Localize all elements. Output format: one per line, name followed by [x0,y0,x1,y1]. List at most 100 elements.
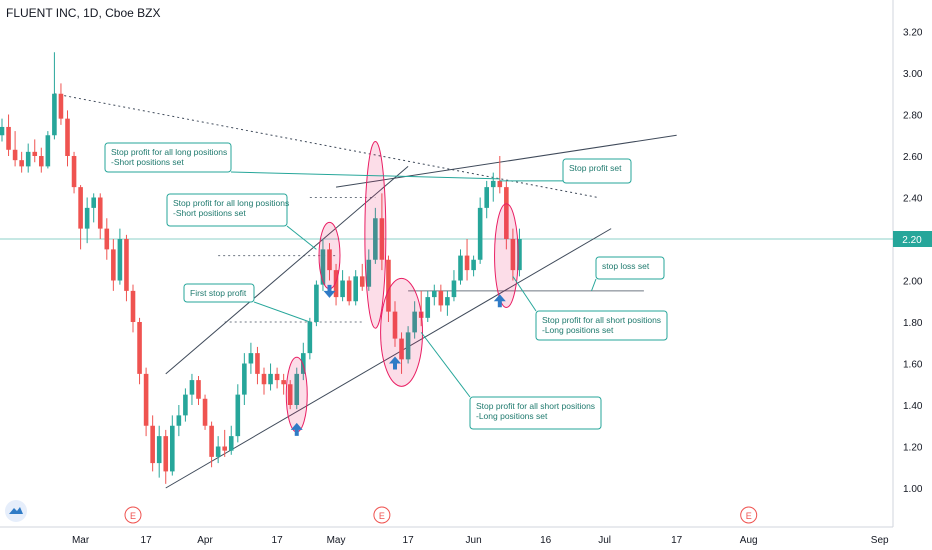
candle-body [497,180,503,188]
x-tick-label: Jul [598,535,611,546]
candle-body [346,280,352,302]
candle-body [25,151,31,167]
callout-box [104,142,232,173]
candle-body [45,135,51,167]
candle-body [58,93,64,119]
candle-body [477,207,483,260]
candle-body [386,259,391,312]
x-tick-label: 17 [141,535,153,546]
callout-text: -Long positions set [476,411,548,421]
candle-body [432,290,437,298]
arrow-down-icon [323,284,336,298]
x-tick-label: 16 [540,535,552,546]
candle-body [91,197,96,208]
trend-line [54,93,599,198]
x-tick-label: May [327,535,346,546]
candle-body [189,380,195,395]
candle-body [484,187,489,208]
candle-body [6,126,11,150]
callout-connector [591,278,597,292]
x-tick-label: Apr [197,535,213,546]
candle-body [202,398,208,426]
arrow-up-icon [290,422,303,436]
candle-body [379,218,385,260]
highlight-ellipse [285,356,308,433]
candle-body [143,373,149,426]
callout-connector [253,301,311,323]
candle-body [359,276,365,287]
callout-text: First stop profit [190,288,247,298]
candle-body [39,156,44,167]
candle-body [170,425,175,472]
highlight-ellipse [364,140,387,329]
callout-box [595,256,665,280]
candle-body [196,380,201,399]
candle-body [19,160,24,167]
candle-body [294,373,300,405]
trend-line [335,134,677,188]
y-tick-label: 1.20 [903,443,923,454]
trend-line [165,228,612,489]
candle-body [78,187,83,229]
candle-body [242,363,247,395]
highlight-ellipse [318,221,341,290]
candle-body [307,322,313,354]
candle-body [373,218,378,260]
candle-body [399,338,404,360]
trend-line [165,165,409,375]
callout-text: Stop profit for all long positions [111,147,227,157]
candle-body [301,353,306,374]
candle-body [111,249,116,281]
callout-box [535,310,668,341]
candle-body [438,290,444,306]
x-tick-label: Mar [72,535,90,546]
arrow-up-icon [389,356,401,370]
callout-box [183,283,255,303]
x-tick-label: 17 [272,535,284,546]
candle-body [12,149,18,161]
y-tick-label: 3.20 [903,28,923,39]
callout-connector [286,225,317,250]
candle-body [222,446,227,451]
candle-body [71,156,77,188]
candle-body [320,249,326,285]
candle-body [458,255,463,281]
candle-body [504,187,509,239]
callout-box [166,193,288,227]
candle-body [228,436,234,451]
earnings-marker-label: E [746,511,752,521]
candle-body [117,239,123,281]
highlight-ellipse [494,203,519,308]
y-tick-label: 2.60 [903,152,923,163]
y-tick-label: 2.80 [903,111,923,122]
callout-text: Stop profit for all short positions [542,315,661,325]
candle-body [97,197,103,229]
candle-body [124,239,129,291]
candle-body [366,259,372,287]
candle-body [268,373,273,385]
tradingview-logo-icon[interactable] [5,500,27,522]
candle-body [156,436,162,464]
candle-body [327,249,332,271]
candle-body [104,228,110,250]
candle-body [333,270,339,298]
callout-box [469,396,602,430]
candle-body [32,151,38,156]
callout-connector [230,171,500,180]
candle-body [183,394,188,416]
callout-text: stop loss set [602,261,650,271]
current-price-label: 2.20 [902,235,922,246]
candle-body [235,394,241,437]
candle-body [405,332,411,360]
candle-body [209,425,214,457]
candle-body [274,373,280,381]
candle-body [261,373,267,385]
callout-text: Stop profit set [569,163,622,173]
earnings-marker-label: E [130,511,136,521]
candle-body [314,284,319,322]
earnings-marker-icon [373,506,391,524]
callout-text: -Short positions set [173,208,246,218]
candle-body [445,297,450,306]
candle-body [340,280,345,298]
